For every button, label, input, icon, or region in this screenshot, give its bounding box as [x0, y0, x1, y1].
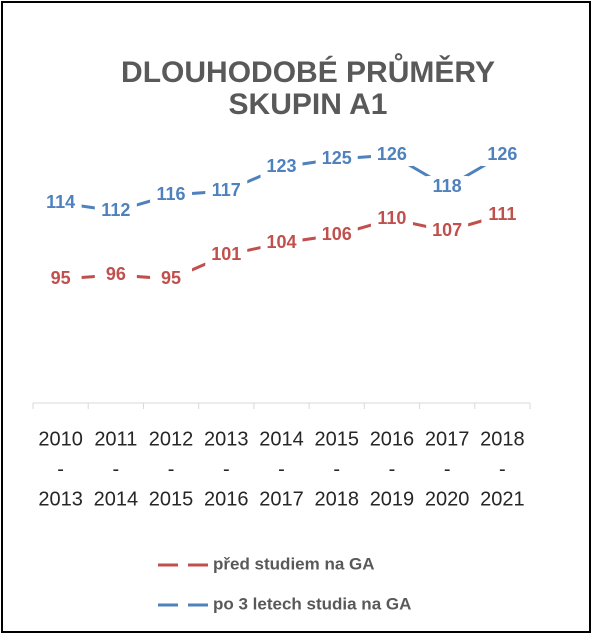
data-label: 125 [322, 148, 352, 168]
data-label-bg [370, 144, 413, 166]
data-label: 126 [487, 144, 517, 164]
data-label-bg [260, 156, 303, 178]
data-label-bg [315, 224, 358, 246]
data-label-bg [150, 184, 193, 206]
data-label: 101 [211, 244, 241, 264]
data-label-bg [150, 268, 193, 290]
x-tick-label: 2014 [94, 488, 139, 510]
x-tick-label: - [57, 458, 64, 480]
data-label: 96 [106, 264, 126, 284]
legend-label: před studiem na GA [213, 554, 375, 573]
x-tick-label: - [278, 458, 285, 480]
x-tick-label: 2010 [38, 428, 83, 450]
x-tick-label: 2018 [314, 488, 359, 510]
data-label-bg [94, 200, 137, 222]
data-label: 95 [161, 268, 181, 288]
data-label: 118 [433, 176, 462, 196]
x-tick-label: - [389, 458, 396, 480]
x-tick-label: 2015 [314, 428, 359, 450]
data-label: 116 [157, 184, 186, 204]
data-label-bg [39, 192, 82, 214]
data-label-bg [426, 220, 469, 242]
x-tick-label: 2018 [480, 428, 525, 450]
data-label: 104 [266, 232, 296, 252]
x-tick-label: 2013 [204, 428, 249, 450]
data-label-bg [94, 264, 137, 286]
data-label: 107 [432, 220, 462, 240]
legend-label: po 3 letech studia na GA [213, 594, 411, 613]
chart-title: DLOUHODOBÉ PRŮMĚRY [121, 53, 495, 89]
x-tick-label: - [333, 458, 340, 480]
data-label: 114 [46, 192, 75, 212]
x-tick-label: - [444, 458, 451, 480]
data-label-bg [205, 244, 248, 266]
x-tick-label: 2020 [425, 488, 470, 510]
chart-title: SKUPIN A1 [229, 88, 388, 121]
data-label: 106 [322, 224, 352, 244]
x-tick-label: - [168, 458, 175, 480]
x-tick-label: 2019 [370, 488, 415, 510]
data-label-bg [481, 204, 524, 226]
data-label-bg [481, 144, 524, 166]
x-tick-label: 2011 [94, 428, 137, 450]
data-label: 95 [51, 268, 71, 288]
x-tick-label: 2014 [259, 428, 304, 450]
data-label-bg [39, 268, 82, 290]
x-tick-label: 2016 [370, 428, 415, 450]
data-label: 110 [377, 208, 406, 228]
data-label-bg [205, 180, 248, 202]
x-tick-label: 2013 [38, 488, 83, 510]
x-tick-label: 2021 [480, 488, 525, 510]
x-tick-label: 2017 [259, 488, 304, 510]
data-label: 111 [488, 204, 516, 224]
x-tick-label: - [223, 458, 230, 480]
x-tick-label: 2012 [149, 428, 194, 450]
data-label: 117 [212, 180, 241, 200]
data-label-bg [370, 208, 413, 230]
x-tick-label: 2017 [425, 428, 470, 450]
x-tick-label: - [499, 458, 506, 480]
data-label-bg [315, 148, 358, 170]
data-label: 126 [377, 144, 407, 164]
x-tick-label: 2015 [149, 488, 194, 510]
data-label: 112 [101, 200, 130, 220]
data-label-bg [426, 176, 469, 198]
x-tick-label: 2016 [204, 488, 249, 510]
data-label-bg [260, 232, 303, 254]
x-tick-label: - [112, 458, 119, 480]
data-label: 123 [266, 156, 296, 176]
